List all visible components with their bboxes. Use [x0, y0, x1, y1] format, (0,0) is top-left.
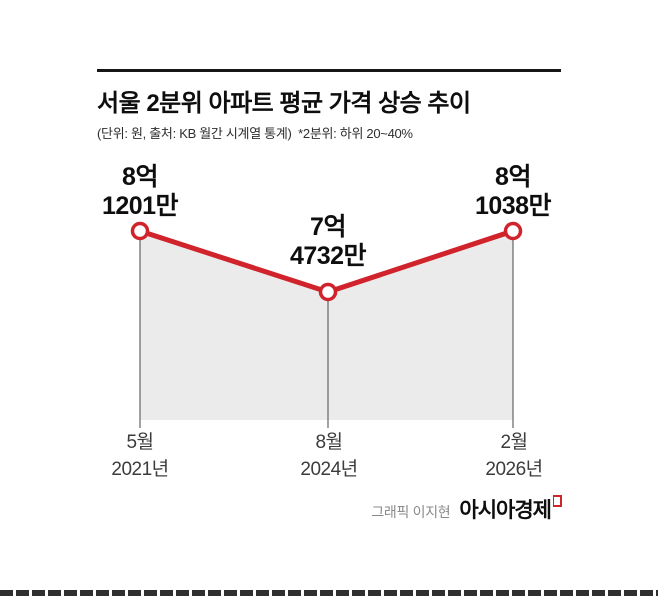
x-axis-label-1: 5월 2021년 — [111, 429, 169, 483]
x-axis-label-3: 2월 2026년 — [485, 429, 543, 483]
value-label-3-line1: 8억 — [495, 163, 531, 191]
x-axis-label-2-month: 8월 — [315, 432, 343, 453]
graphic-credit: 그래픽 이지현 — [371, 504, 451, 520]
area-fill — [140, 231, 513, 420]
x-axis-label-3-month: 2월 — [500, 432, 528, 453]
chart-title: 서울 2분위 아파트 평균 가격 상승 추이 — [97, 90, 471, 117]
value-label-1-line2: 1201만 — [101, 192, 179, 220]
top-rule — [97, 69, 561, 72]
chart-subtitle: (단위: 원, 출처: KB 월간 시계열 통계) *2분위: 하위 20~40… — [97, 126, 413, 141]
data-point-2 — [318, 282, 338, 302]
credit-line: 그래픽 이지현 아시아경제 — [371, 494, 562, 524]
x-axis-label-1-month: 5월 — [126, 432, 154, 453]
value-label-1: 8억 1201만 — [101, 163, 179, 221]
brand-text: 아시아경제 — [459, 499, 552, 522]
value-label-2: 7억 4732만 — [289, 213, 367, 271]
data-point-3 — [503, 221, 523, 241]
bottom-crop-strip — [0, 590, 658, 596]
value-label-1-line1: 8억 — [122, 163, 158, 191]
x-axis-label-3-year: 2026년 — [485, 459, 543, 480]
brand-logo: 아시아경제 — [459, 494, 562, 524]
value-label-3: 8억 1038만 — [474, 163, 552, 221]
value-label-2-line2: 4732만 — [289, 242, 367, 270]
value-label-2-line1: 7억 — [310, 213, 346, 241]
x-axis-label-2-year: 2024년 — [300, 459, 358, 480]
value-label-3-line2: 1038만 — [474, 192, 552, 220]
data-point-1 — [130, 221, 150, 241]
brand-mark-icon — [553, 495, 562, 507]
x-axis-label-1-year: 2021년 — [111, 459, 169, 480]
x-axis-label-2: 8월 2024년 — [300, 429, 358, 483]
